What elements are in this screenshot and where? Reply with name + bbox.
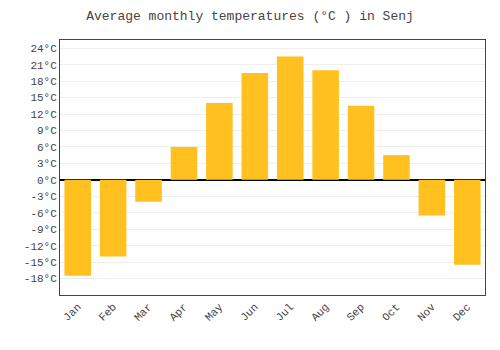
svg-text:Jan: Jan: [61, 301, 83, 323]
svg-text:3°C: 3°C: [37, 158, 57, 170]
svg-text:6°C: 6°C: [37, 142, 57, 154]
svg-text:Aug: Aug: [309, 301, 331, 323]
svg-text:-9°C: -9°C: [30, 224, 57, 236]
svg-text:-3°C: -3°C: [30, 191, 57, 203]
svg-text:Sep: Sep: [345, 301, 367, 323]
svg-text:15°C: 15°C: [30, 92, 57, 104]
svg-text:May: May: [203, 301, 226, 324]
svg-text:-18°C: -18°C: [24, 273, 57, 285]
svg-text:0°C: 0°C: [37, 175, 57, 187]
svg-text:-15°C: -15°C: [24, 257, 57, 269]
svg-text:18°C: 18°C: [30, 76, 57, 88]
svg-text:-12°C: -12°C: [24, 241, 57, 253]
svg-text:12°C: 12°C: [30, 109, 57, 121]
svg-text:21°C: 21°C: [30, 60, 57, 72]
svg-text:Oct: Oct: [380, 301, 402, 323]
svg-text:9°C: 9°C: [37, 125, 57, 137]
svg-text:Average monthly temperatures (: Average monthly temperatures (°C ) in Se…: [86, 9, 414, 24]
svg-text:Mar: Mar: [132, 301, 154, 323]
svg-text:Jul: Jul: [274, 301, 296, 323]
svg-text:Jun: Jun: [238, 301, 260, 323]
svg-text:-6°C: -6°C: [30, 208, 57, 220]
svg-text:Dec: Dec: [451, 301, 473, 323]
svg-text:Nov: Nov: [415, 301, 438, 324]
svg-text:Apr: Apr: [167, 301, 189, 323]
svg-text:Feb: Feb: [97, 301, 119, 323]
svg-text:24°C: 24°C: [30, 43, 57, 55]
